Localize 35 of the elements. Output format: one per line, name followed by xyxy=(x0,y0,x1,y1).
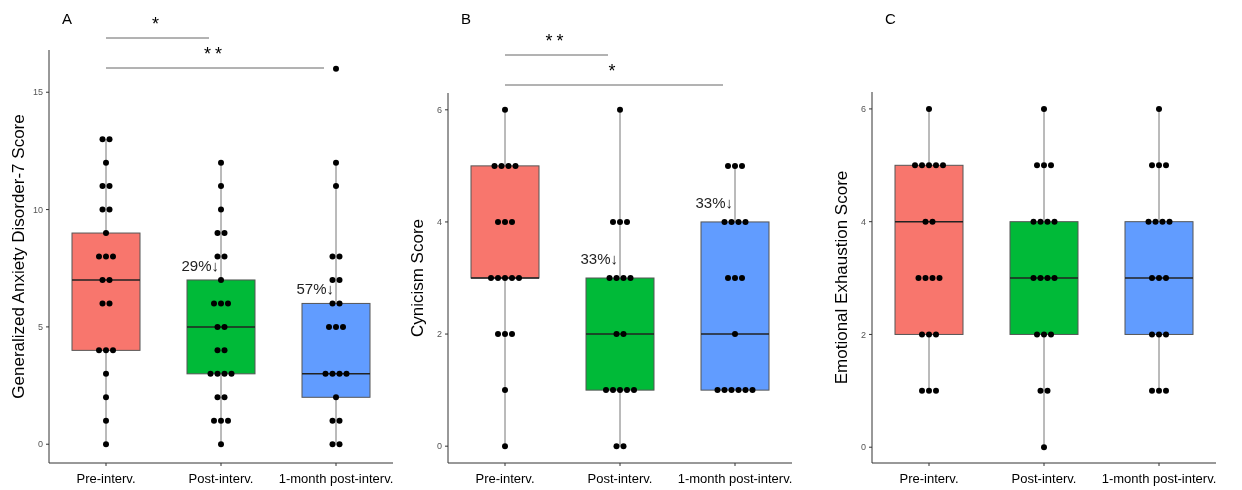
x-tick-label: Post-interv. xyxy=(587,471,653,486)
y-tick-label: 2 xyxy=(436,329,442,340)
y-tick-label: 6 xyxy=(860,104,866,115)
y-tick-label: 2 xyxy=(860,329,866,340)
y-tick-label: 0 xyxy=(37,439,43,450)
y-tick-label: 10 xyxy=(32,204,43,215)
chart-title: A xyxy=(62,10,73,27)
y-axis-title: Cynicism Score xyxy=(408,218,427,338)
text: * xyxy=(608,61,620,81)
text: * xyxy=(151,14,164,34)
x-tick-label: 1-month post-interv. xyxy=(278,471,394,486)
annotation: ** xyxy=(203,44,227,64)
y-tick-label: 0 xyxy=(860,442,866,453)
annotation: 33%↓ xyxy=(580,249,618,267)
chart-title: C xyxy=(885,10,896,27)
annotation: 29%↓ xyxy=(181,256,219,274)
chart-title: B xyxy=(461,10,472,27)
annotation: 33%↓ xyxy=(695,193,733,211)
annotation: 57%↓ xyxy=(296,280,334,298)
y-tick-label: 5 xyxy=(37,322,43,333)
x-tick-label: 1-month post-interv. xyxy=(1101,471,1217,486)
x-tick-label: Post-interv. xyxy=(1011,471,1077,486)
x-tick-label: Pre-interv. xyxy=(899,471,959,486)
y-tick-label: 15 xyxy=(32,87,43,98)
y-tick-label: 6 xyxy=(436,104,442,115)
x-tick-label: 1-month post-interv. xyxy=(677,471,793,486)
x-tick-label: Pre-interv. xyxy=(76,471,136,486)
x-tick-label: Pre-interv. xyxy=(475,471,535,486)
text: ** xyxy=(545,31,568,51)
x-tick-label: Post-interv. xyxy=(188,471,254,486)
y-tick-label: 0 xyxy=(436,441,442,452)
y-tick-label: 4 xyxy=(436,217,442,228)
y-tick-label: 4 xyxy=(860,216,866,227)
y-axis-title: Emotional Exhaustion Score xyxy=(832,170,851,385)
y-axis-title: Generalized Anxiety Disorder-7 Score xyxy=(9,114,28,399)
